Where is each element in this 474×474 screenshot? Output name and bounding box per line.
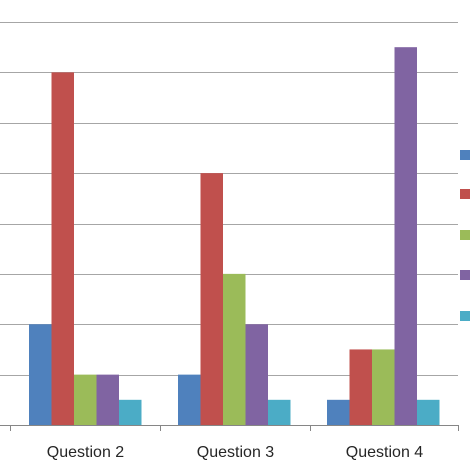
bar	[223, 273, 246, 425]
bar	[29, 324, 52, 425]
bars	[29, 47, 440, 425]
x-axis-labels: Question 2 Question 3 Question 4	[47, 444, 423, 461]
bar	[178, 374, 201, 425]
bar	[51, 72, 74, 425]
bar	[119, 399, 142, 425]
bar	[96, 374, 119, 425]
legend-swatch	[460, 230, 470, 240]
x-tick-label: Question 2	[47, 444, 124, 461]
bar	[394, 47, 417, 425]
bar	[245, 324, 268, 425]
bar	[268, 399, 291, 425]
legend-swatch	[460, 311, 470, 321]
legend-swatch	[460, 150, 470, 160]
legend-swatch	[460, 270, 470, 280]
bar	[372, 349, 395, 425]
bar	[200, 173, 223, 425]
bar	[417, 399, 440, 425]
legend-swatch	[460, 189, 470, 199]
x-tick-label: Question 3	[197, 444, 274, 461]
bar	[349, 349, 372, 425]
bar	[74, 374, 97, 425]
bar	[327, 399, 350, 425]
x-tick-label: Question 4	[346, 444, 423, 461]
x-axis	[0, 425, 459, 431]
legend	[460, 150, 470, 321]
